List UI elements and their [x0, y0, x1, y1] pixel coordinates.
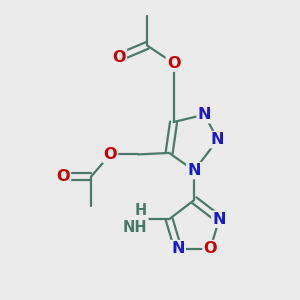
Text: N: N — [188, 163, 201, 178]
Text: H: H — [135, 203, 147, 218]
Text: O: O — [167, 56, 180, 70]
Text: O: O — [204, 241, 217, 256]
Text: N: N — [212, 212, 226, 227]
Text: N: N — [171, 241, 185, 256]
Text: O: O — [56, 169, 70, 184]
Text: O: O — [112, 50, 126, 65]
Text: O: O — [103, 147, 117, 162]
Text: N: N — [198, 107, 211, 122]
Text: N: N — [211, 132, 224, 147]
Text: NH: NH — [123, 220, 148, 235]
